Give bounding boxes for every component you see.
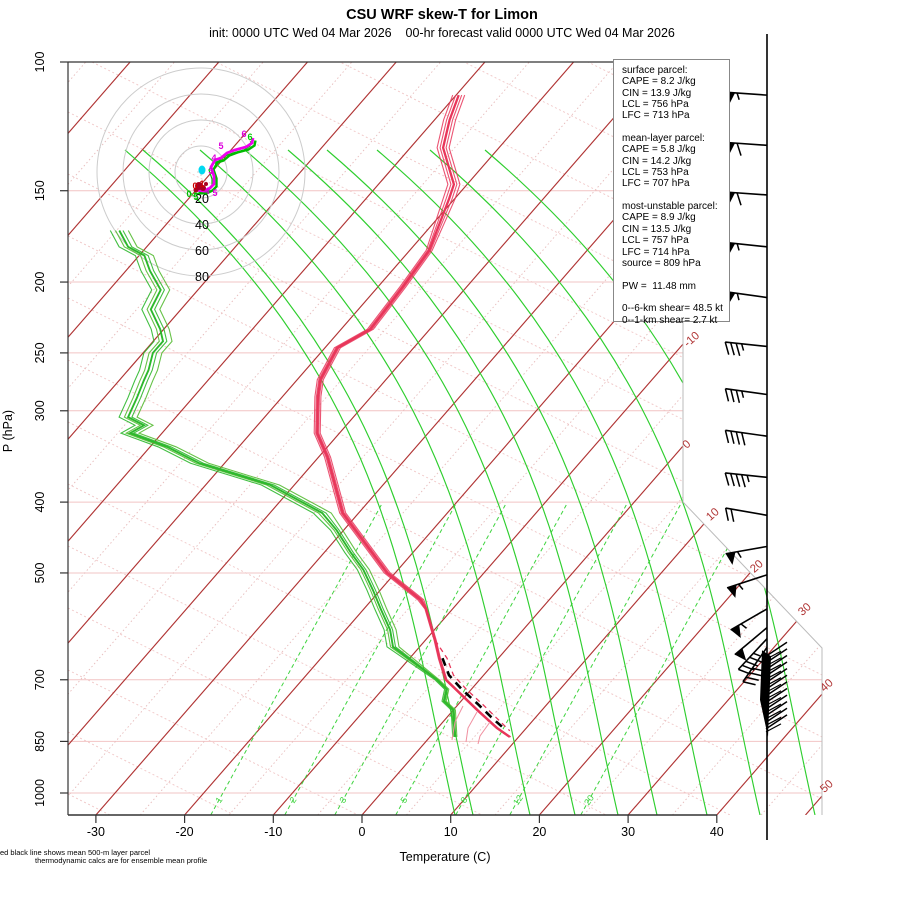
pw-value: PW = 11.48 mm (622, 280, 697, 292)
svg-text:8: 8 (458, 795, 469, 805)
surface-cin: CIN = 13.9 J/kg (622, 87, 692, 99)
mixing-ratio-lines (210, 504, 752, 815)
svg-text:150: 150 (33, 180, 47, 201)
svg-text:30: 30 (796, 601, 814, 618)
meanlayer-lcl: LCL = 753 hPa (622, 167, 689, 179)
footnote-thermo-calcs: thermodynamic calcs are for ensemble mea… (35, 856, 208, 865)
svg-text:-10: -10 (682, 330, 702, 350)
surface-lfc: LFC = 713 hPa (622, 110, 690, 122)
mostunstable-source: source = 809 hPa (622, 257, 701, 269)
y-axis-title: P (hPa) (1, 409, 15, 453)
svg-text:3: 3 (337, 795, 348, 805)
wind-barb-column (724, 34, 788, 840)
page-title: CSU WRF skew-T for Limon (346, 7, 538, 23)
parcel-trajectories (434, 639, 511, 732)
svg-text:-10: -10 (264, 825, 282, 839)
svg-text:5: 5 (193, 192, 198, 202)
meanlayer-parcel-header: mean-layer parcel: (622, 133, 705, 145)
parcel-info-box: surface parcel: CAPE = 8.2 J/kg CIN = 13… (613, 59, 730, 326)
svg-text:-20: -20 (176, 825, 194, 839)
meanlayer-lfc: LFC = 707 hPa (622, 178, 690, 190)
mixing-ratio-labels: 1 2 3 5 8 12 20 (213, 793, 596, 807)
svg-text:5: 5 (398, 795, 409, 805)
svg-text:1: 1 (199, 179, 204, 189)
meanlayer-cape: CAPE = 5.8 J/kg (622, 144, 696, 156)
svg-text:40: 40 (195, 218, 209, 232)
svg-text:4: 4 (204, 186, 209, 196)
svg-text:0: 0 (192, 181, 197, 191)
svg-text:4: 4 (211, 153, 216, 163)
svg-text:3: 3 (208, 166, 213, 176)
svg-text:5: 5 (212, 188, 217, 198)
svg-text:0: 0 (186, 189, 191, 199)
mostunstable-lcl: LCL = 757 hPa (622, 235, 689, 247)
surface-cape: CAPE = 8.2 J/kg (622, 76, 696, 88)
svg-text:10: 10 (444, 825, 458, 839)
svg-text:30: 30 (621, 825, 635, 839)
mostunstable-cape: CAPE = 8.9 J/kg (622, 212, 696, 224)
svg-text:20: 20 (532, 825, 546, 839)
svg-text:100: 100 (33, 52, 47, 73)
svg-text:6: 6 (247, 132, 252, 142)
svg-text:5: 5 (218, 141, 223, 151)
svg-text:60: 60 (195, 244, 209, 258)
svg-text:40: 40 (710, 825, 724, 839)
svg-text:700: 700 (33, 669, 47, 690)
svg-text:80: 80 (195, 270, 209, 284)
svg-text:2: 2 (287, 795, 298, 805)
surface-lcl: LCL = 756 hPa (622, 99, 689, 111)
x-axis-title: Temperature (C) (399, 850, 491, 864)
footnote-parcel-line: ed black line shows mean 500-m layer par… (0, 848, 151, 857)
shear-0-1km: 0--1-km shear= 2.7 kt (622, 314, 718, 326)
page-subtitle: init: 0000 UTC Wed 04 Mar 2026 00-hr for… (209, 26, 675, 40)
sounding-profiles (109, 94, 512, 745)
svg-text:250: 250 (33, 342, 47, 363)
svg-text:0: 0 (359, 825, 366, 839)
axis-ticks-and-labels: -30 -20 -10 0 10 20 30 401001502002503004005007… (33, 52, 724, 839)
svg-text:200: 200 (33, 272, 47, 293)
svg-text:300: 300 (33, 400, 47, 421)
surface-parcel-header: surface parcel: (622, 65, 688, 76)
mostunstable-cin: CIN = 13.5 J/kg (622, 223, 692, 235)
svg-text:12: 12 (511, 793, 525, 807)
svg-text:10: 10 (704, 506, 722, 523)
svg-text:20: 20 (195, 192, 209, 206)
svg-text:1000: 1000 (33, 779, 47, 807)
svg-text:20: 20 (582, 793, 596, 807)
svg-text:1: 1 (213, 795, 224, 805)
mostunstable-lfc: LFC = 714 hPa (622, 246, 690, 258)
mostunstable-parcel-header: most-unstable parcel: (622, 201, 718, 213)
meanlayer-cin: CIN = 14.2 J/kg (622, 155, 692, 167)
svg-text:6: 6 (241, 129, 246, 139)
svg-text:500: 500 (33, 562, 47, 583)
shear-0-6km: 0--6-km shear= 48.5 kt (622, 303, 723, 315)
svg-text:-30: -30 (87, 825, 105, 839)
svg-text:400: 400 (33, 492, 47, 513)
svg-text:850: 850 (33, 731, 47, 752)
